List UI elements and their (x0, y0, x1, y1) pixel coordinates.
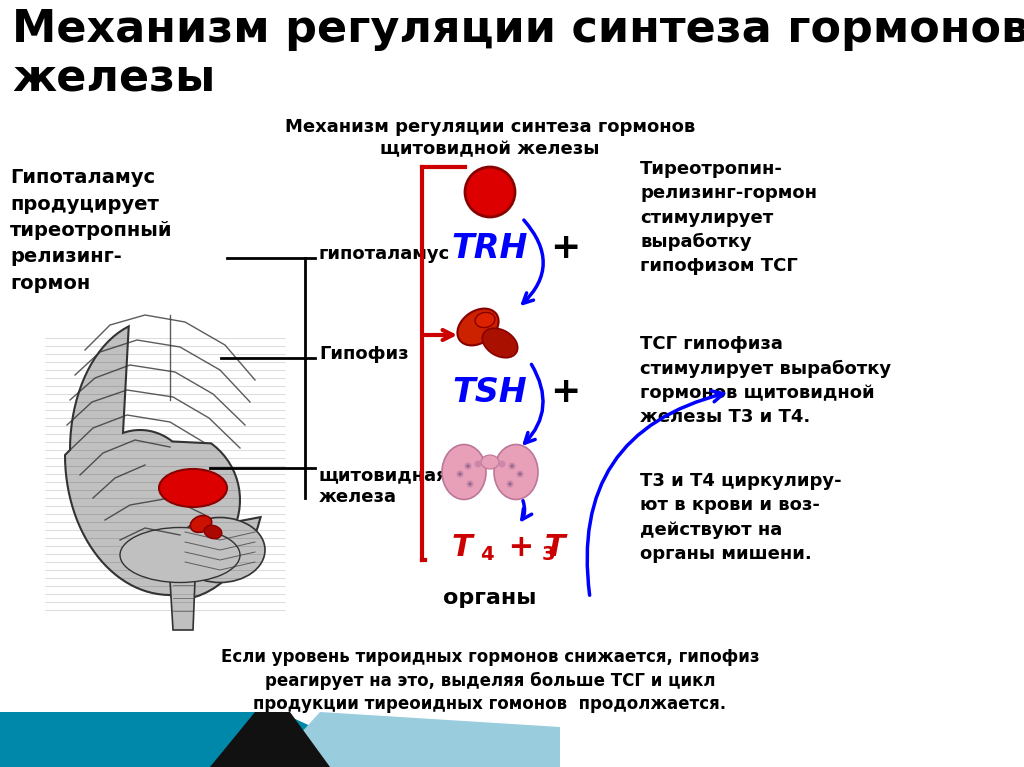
Circle shape (499, 460, 506, 468)
Polygon shape (0, 712, 400, 767)
Circle shape (509, 482, 512, 486)
Ellipse shape (190, 515, 212, 532)
Text: щитовидной железы: щитовидной железы (380, 140, 600, 158)
Ellipse shape (159, 469, 227, 507)
Ellipse shape (482, 328, 518, 357)
Ellipse shape (442, 445, 486, 499)
Text: 3: 3 (542, 545, 555, 565)
Circle shape (474, 460, 481, 468)
Text: +: + (550, 375, 581, 409)
Text: Механизм регуляции синтеза гормонов: Механизм регуляции синтеза гормонов (285, 118, 695, 136)
Circle shape (457, 470, 464, 478)
Polygon shape (65, 327, 260, 600)
Polygon shape (210, 712, 330, 767)
Text: Если уровень тироидных гормонов снижается, гипофиз
реагирует на это, выделяя бол: Если уровень тироидных гормонов снижаетс… (221, 648, 759, 713)
Text: Тиреотропин-
релизинг-гормон
стимулирует
выработку
гипофизом ТСГ: Тиреотропин- релизинг-гормон стимулирует… (640, 160, 817, 275)
Ellipse shape (494, 445, 538, 499)
Ellipse shape (175, 518, 265, 582)
Circle shape (465, 167, 515, 217)
Circle shape (511, 465, 513, 468)
Text: + T: + T (498, 534, 565, 562)
Circle shape (516, 470, 523, 478)
Circle shape (469, 482, 471, 486)
Text: TRH: TRH (452, 232, 528, 265)
Circle shape (459, 472, 462, 476)
Text: Гипоталамус
продуцирует
тиреотропный
релизинг-
гормон: Гипоталамус продуцирует тиреотропный рел… (10, 168, 172, 293)
Polygon shape (170, 580, 195, 630)
Text: Т3 и Т4 циркулиру-
ют в крови и воз-
действуют на
органы мишени.: Т3 и Т4 циркулиру- ют в крови и воз- дей… (640, 472, 842, 563)
Ellipse shape (120, 528, 240, 582)
Circle shape (465, 463, 471, 469)
Ellipse shape (204, 525, 222, 538)
Text: Гипофиз: Гипофиз (319, 345, 409, 363)
Text: T: T (452, 534, 472, 562)
Circle shape (518, 472, 521, 476)
Polygon shape (270, 712, 560, 767)
Text: гипоталамус: гипоталамус (319, 245, 451, 263)
Circle shape (509, 463, 515, 469)
Text: органы: органы (443, 588, 537, 608)
Ellipse shape (475, 312, 495, 328)
Circle shape (467, 465, 469, 468)
Text: +: + (550, 231, 581, 265)
Circle shape (507, 480, 513, 488)
Circle shape (467, 480, 473, 488)
Text: TSH: TSH (453, 376, 527, 409)
Ellipse shape (458, 308, 499, 345)
Text: железы: железы (12, 58, 215, 101)
Text: 4: 4 (480, 545, 494, 565)
Ellipse shape (481, 455, 499, 469)
Text: ТСГ гипофиза
стимулирует выработку
гормонов щитовидной
железы Т3 и Т4.: ТСГ гипофиза стимулирует выработку гормо… (640, 335, 891, 426)
Text: Механизм регуляции синтеза гормонов щитовидной: Механизм регуляции синтеза гормонов щито… (12, 8, 1024, 51)
Text: щитовидная
железа: щитовидная железа (319, 466, 449, 506)
